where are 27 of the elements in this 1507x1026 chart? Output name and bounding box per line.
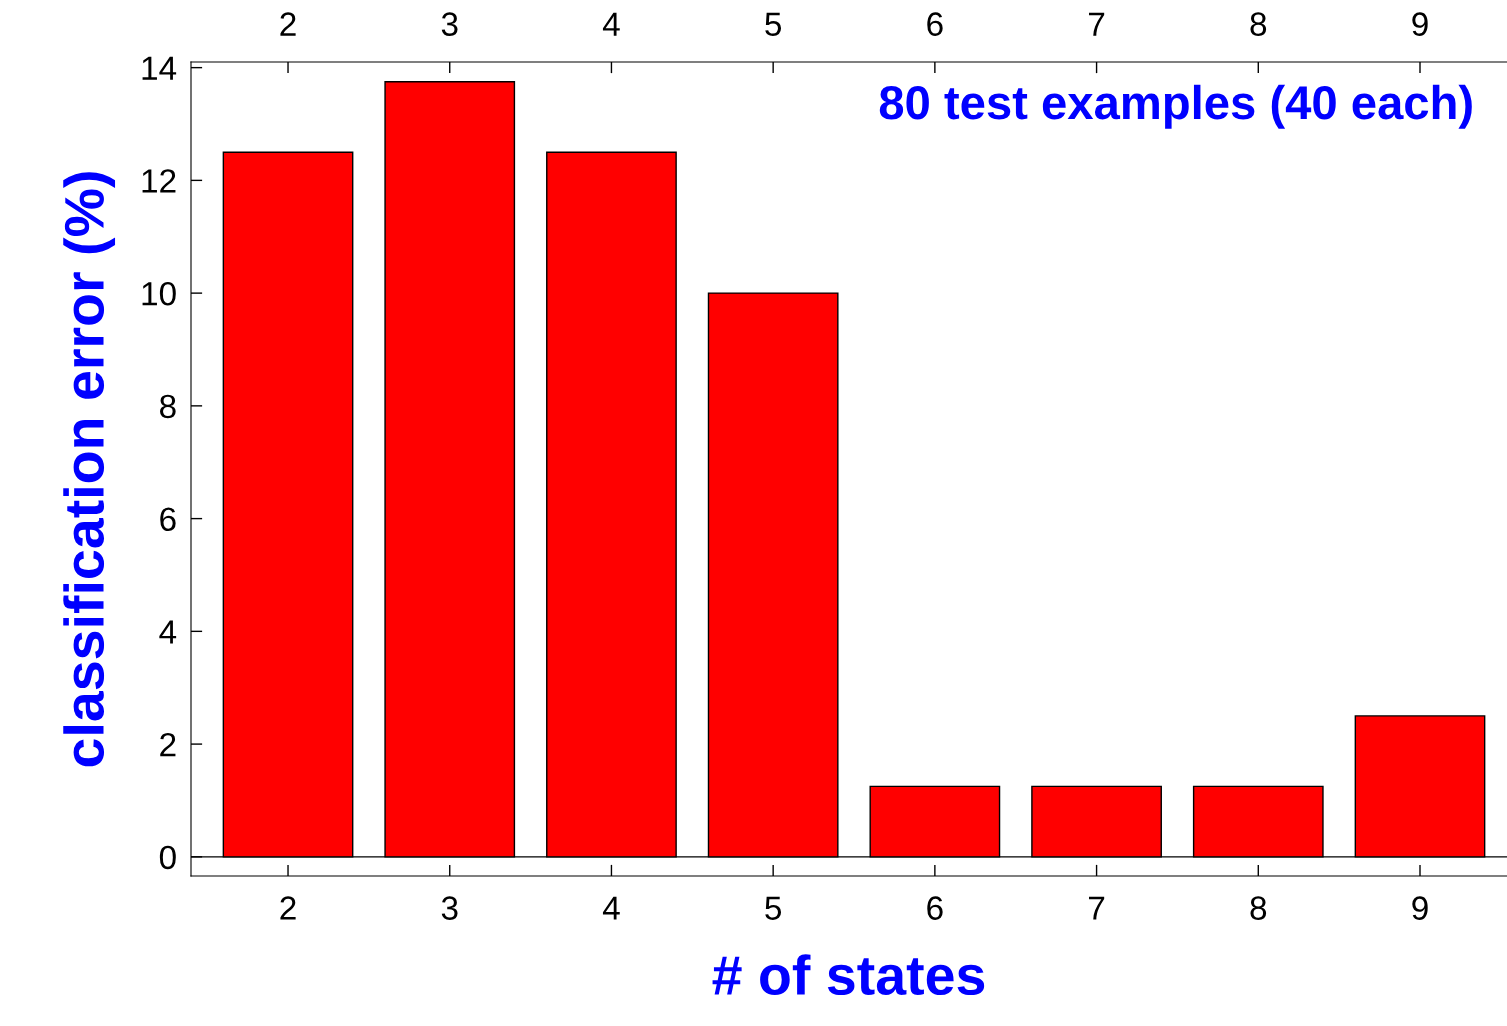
x-tick-label: 2 (280, 896, 296, 920)
y-axis-title: classification error (%) (63, 172, 116, 767)
x-tick-label: 6 (927, 896, 943, 920)
x-tick-label: 8 (1250, 896, 1267, 920)
category-label: 5 (765, 12, 782, 36)
y-tick-label: 6 (160, 507, 176, 532)
x-tick-label: 5 (765, 896, 782, 920)
annotation: 80 test examples (40 each) (879, 84, 1472, 129)
y-tick-label: 0 (159, 845, 176, 870)
category-label: 8 (1250, 12, 1267, 36)
y-tick-label: 2 (160, 732, 176, 757)
y-tick-label: 4 (159, 620, 177, 644)
category-label: 4 (602, 12, 620, 36)
y-tick-label: 14 (142, 56, 177, 80)
category-label: 3 (441, 12, 458, 36)
y-tick-label: 12 (142, 169, 176, 193)
category-label: 2 (280, 12, 296, 36)
x-tick-label: 9 (1412, 896, 1428, 920)
category-label: 7 (1089, 12, 1105, 36)
category-label: 6 (927, 12, 943, 36)
y-tick-label: 10 (142, 281, 176, 306)
x-tick-label: 4 (602, 896, 620, 920)
y-tick-label: 8 (160, 394, 176, 419)
x-tick-label: 3 (441, 896, 458, 920)
category-label: 9 (1412, 12, 1428, 36)
x-axis-title: # of states (712, 954, 985, 996)
x-tick-label: 7 (1089, 896, 1105, 920)
